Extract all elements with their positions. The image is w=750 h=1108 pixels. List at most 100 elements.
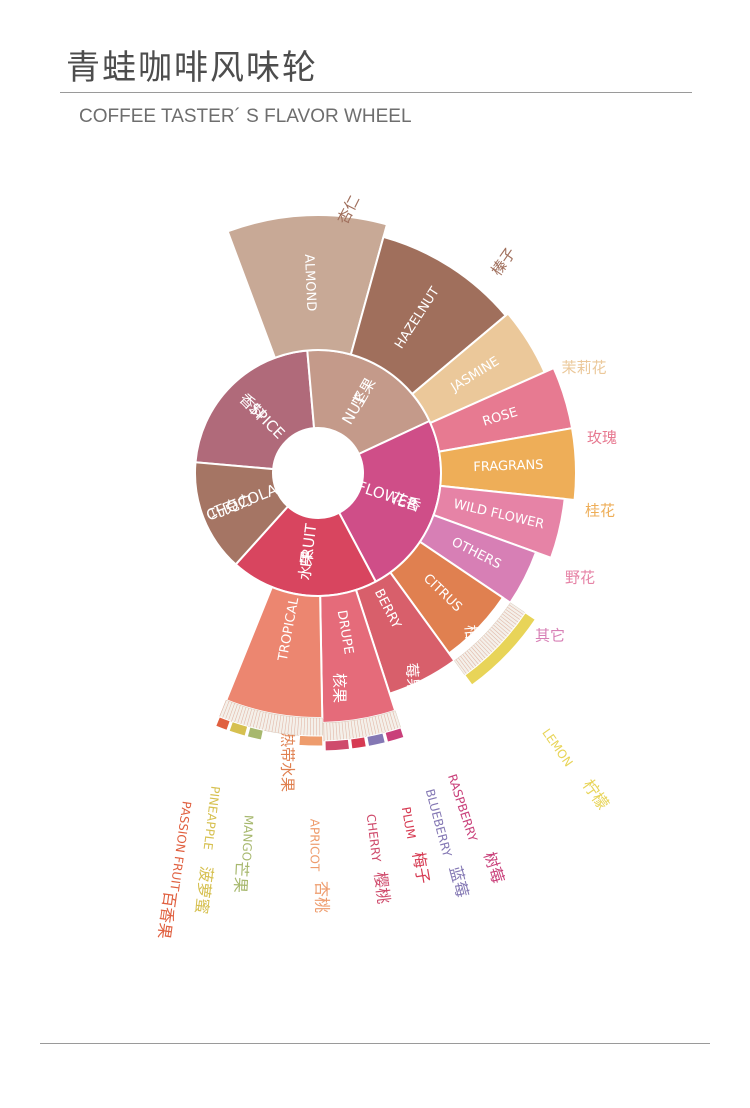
fruit-band-stripe xyxy=(219,700,227,717)
fruit-band-stripe xyxy=(496,620,512,633)
fruit-band-stripe xyxy=(365,718,370,737)
fruit-band-stripe xyxy=(249,709,255,728)
fruit-band-stripe xyxy=(473,644,486,659)
fruit-band-stripe xyxy=(377,715,383,734)
fruit-band-stripe xyxy=(508,604,524,616)
subcategory-label-cn: 莓果 xyxy=(402,662,423,693)
fruit-band-stripe xyxy=(491,626,506,640)
fruit-band-stripe xyxy=(458,657,470,673)
category-label-en: FRUIT xyxy=(297,522,320,568)
fruit-raspberry xyxy=(384,727,405,743)
fruit-band-stripe xyxy=(237,706,244,724)
fruit-band-stripe xyxy=(359,719,364,738)
subcategory-label-en: ALMOND xyxy=(301,254,318,312)
wheel-hub xyxy=(273,428,363,518)
fruit-band-stripe xyxy=(505,609,521,621)
fruit-band-stripe xyxy=(332,722,335,741)
subcategory-label-en: DRUPE xyxy=(334,609,356,655)
fruit-label-cn: 蓝莓 xyxy=(446,864,473,900)
fruit-band-stripe xyxy=(243,707,250,726)
fruit-band-stripe xyxy=(329,722,331,741)
fruit-band-stripe xyxy=(303,717,306,736)
subcategory-label-cn: 榛子 xyxy=(488,244,520,279)
fruit-band-stripe xyxy=(309,717,311,736)
top-divider xyxy=(60,92,692,93)
subcategory-label-cn: 野花 xyxy=(565,569,595,587)
fruit-band-stripe xyxy=(297,717,300,736)
fruit-band-stripe xyxy=(271,714,276,732)
fruit-band-stripe xyxy=(493,624,508,637)
fruit-band-stripe xyxy=(460,655,472,671)
fruit-band-stripe xyxy=(281,715,285,734)
page-subtitle: COFFEE TASTER´ S FLAVOR WHEEL xyxy=(79,106,412,127)
fruit-apricot xyxy=(298,734,324,747)
fruit-band-stripe xyxy=(386,713,393,731)
fruit-band-stripe xyxy=(475,642,489,657)
subcategory-label-cn: 其它 xyxy=(535,627,565,645)
fruit-band-stripe xyxy=(262,712,267,731)
subcategory-label-cn: 核果 xyxy=(331,673,349,703)
subcategory-label-cn: 桂花 xyxy=(585,502,615,520)
fruit-band-stripe xyxy=(483,635,497,649)
fruit-band-stripe xyxy=(383,714,389,732)
fruit-band-stripe xyxy=(306,717,308,736)
fruit-band-stripe xyxy=(503,611,519,623)
fruit-label-en: PASSION FRUIT xyxy=(167,800,194,892)
fruit-band-stripe xyxy=(274,714,279,733)
fruit-label-en: CHERRY xyxy=(364,813,384,863)
fruit-label-cn: 梅子 xyxy=(409,850,433,885)
subcategory-almond xyxy=(226,214,389,360)
fruit-band-stripe xyxy=(481,637,495,651)
fruit-band-stripe xyxy=(362,718,367,737)
fruit-band-stripe xyxy=(255,711,261,729)
fruit-band-stripe xyxy=(368,717,374,736)
fruit-band-stripe xyxy=(495,622,510,635)
fruit-label-en: PINEAPPLE xyxy=(201,785,223,851)
fruit-band-stripe xyxy=(487,630,502,644)
fruit-band-stripe xyxy=(471,646,484,661)
fruit-band-stripe xyxy=(326,722,328,741)
fruit-plum xyxy=(350,736,367,750)
fruit-band-stripe xyxy=(240,707,247,725)
fruit-label-en: LEMON xyxy=(539,726,575,769)
fruit-band-stripe xyxy=(335,722,338,741)
fruit-pineapple xyxy=(228,721,249,737)
fruit-band-stripe xyxy=(498,618,513,630)
fruit-band-stripe xyxy=(347,721,351,740)
subcategory-label-cn: 热带水果 xyxy=(279,732,297,792)
fruit-band-stripe xyxy=(338,722,341,741)
fruit-label-cn: 柠檬 xyxy=(579,776,613,813)
fruit-band-stripe xyxy=(466,650,479,665)
fruit-band-stripe xyxy=(231,704,238,722)
subcategory-tropical xyxy=(224,585,324,719)
fruit-label-en: MANGO xyxy=(239,815,255,862)
fruit-band-stripe xyxy=(392,711,399,729)
fruit-label-cn: 树莓 xyxy=(480,850,508,886)
fruit-band-stripe xyxy=(344,721,348,740)
fruit-band-stripe xyxy=(374,716,380,734)
page-title: 青蛙咖啡风味轮 xyxy=(66,48,318,88)
fruit-band-stripe xyxy=(502,613,517,626)
fruit-band-stripe xyxy=(246,708,252,727)
fruit-band-stripe xyxy=(350,720,354,739)
subcategory-label-cn: 茉莉花 xyxy=(561,359,606,377)
fruit-band-stripe xyxy=(455,659,467,675)
fruit-label-en: PLUM xyxy=(399,806,418,840)
fruit-band-stripe xyxy=(464,652,477,667)
fruit-band-stripe xyxy=(265,713,270,731)
fruit-band-stripe xyxy=(225,702,233,720)
fruit-band-stripe xyxy=(469,648,482,663)
fruit-band-stripe xyxy=(356,719,361,738)
fruit-band-stripe xyxy=(259,711,264,730)
fruit-label-cn: 樱桃 xyxy=(371,871,394,905)
fruit-label-cn: 菠萝蜜 xyxy=(192,865,217,915)
fruit-band-stripe xyxy=(389,712,396,730)
fruit-mango xyxy=(246,726,264,741)
fruit-band-stripe xyxy=(462,654,475,669)
fruit-band-stripe xyxy=(268,713,273,732)
fruit-band-stripe xyxy=(485,633,499,646)
fruit-band-stripe xyxy=(507,606,523,618)
category-label-cn: 水果 xyxy=(295,549,317,581)
fruit-band-stripe xyxy=(380,714,386,733)
